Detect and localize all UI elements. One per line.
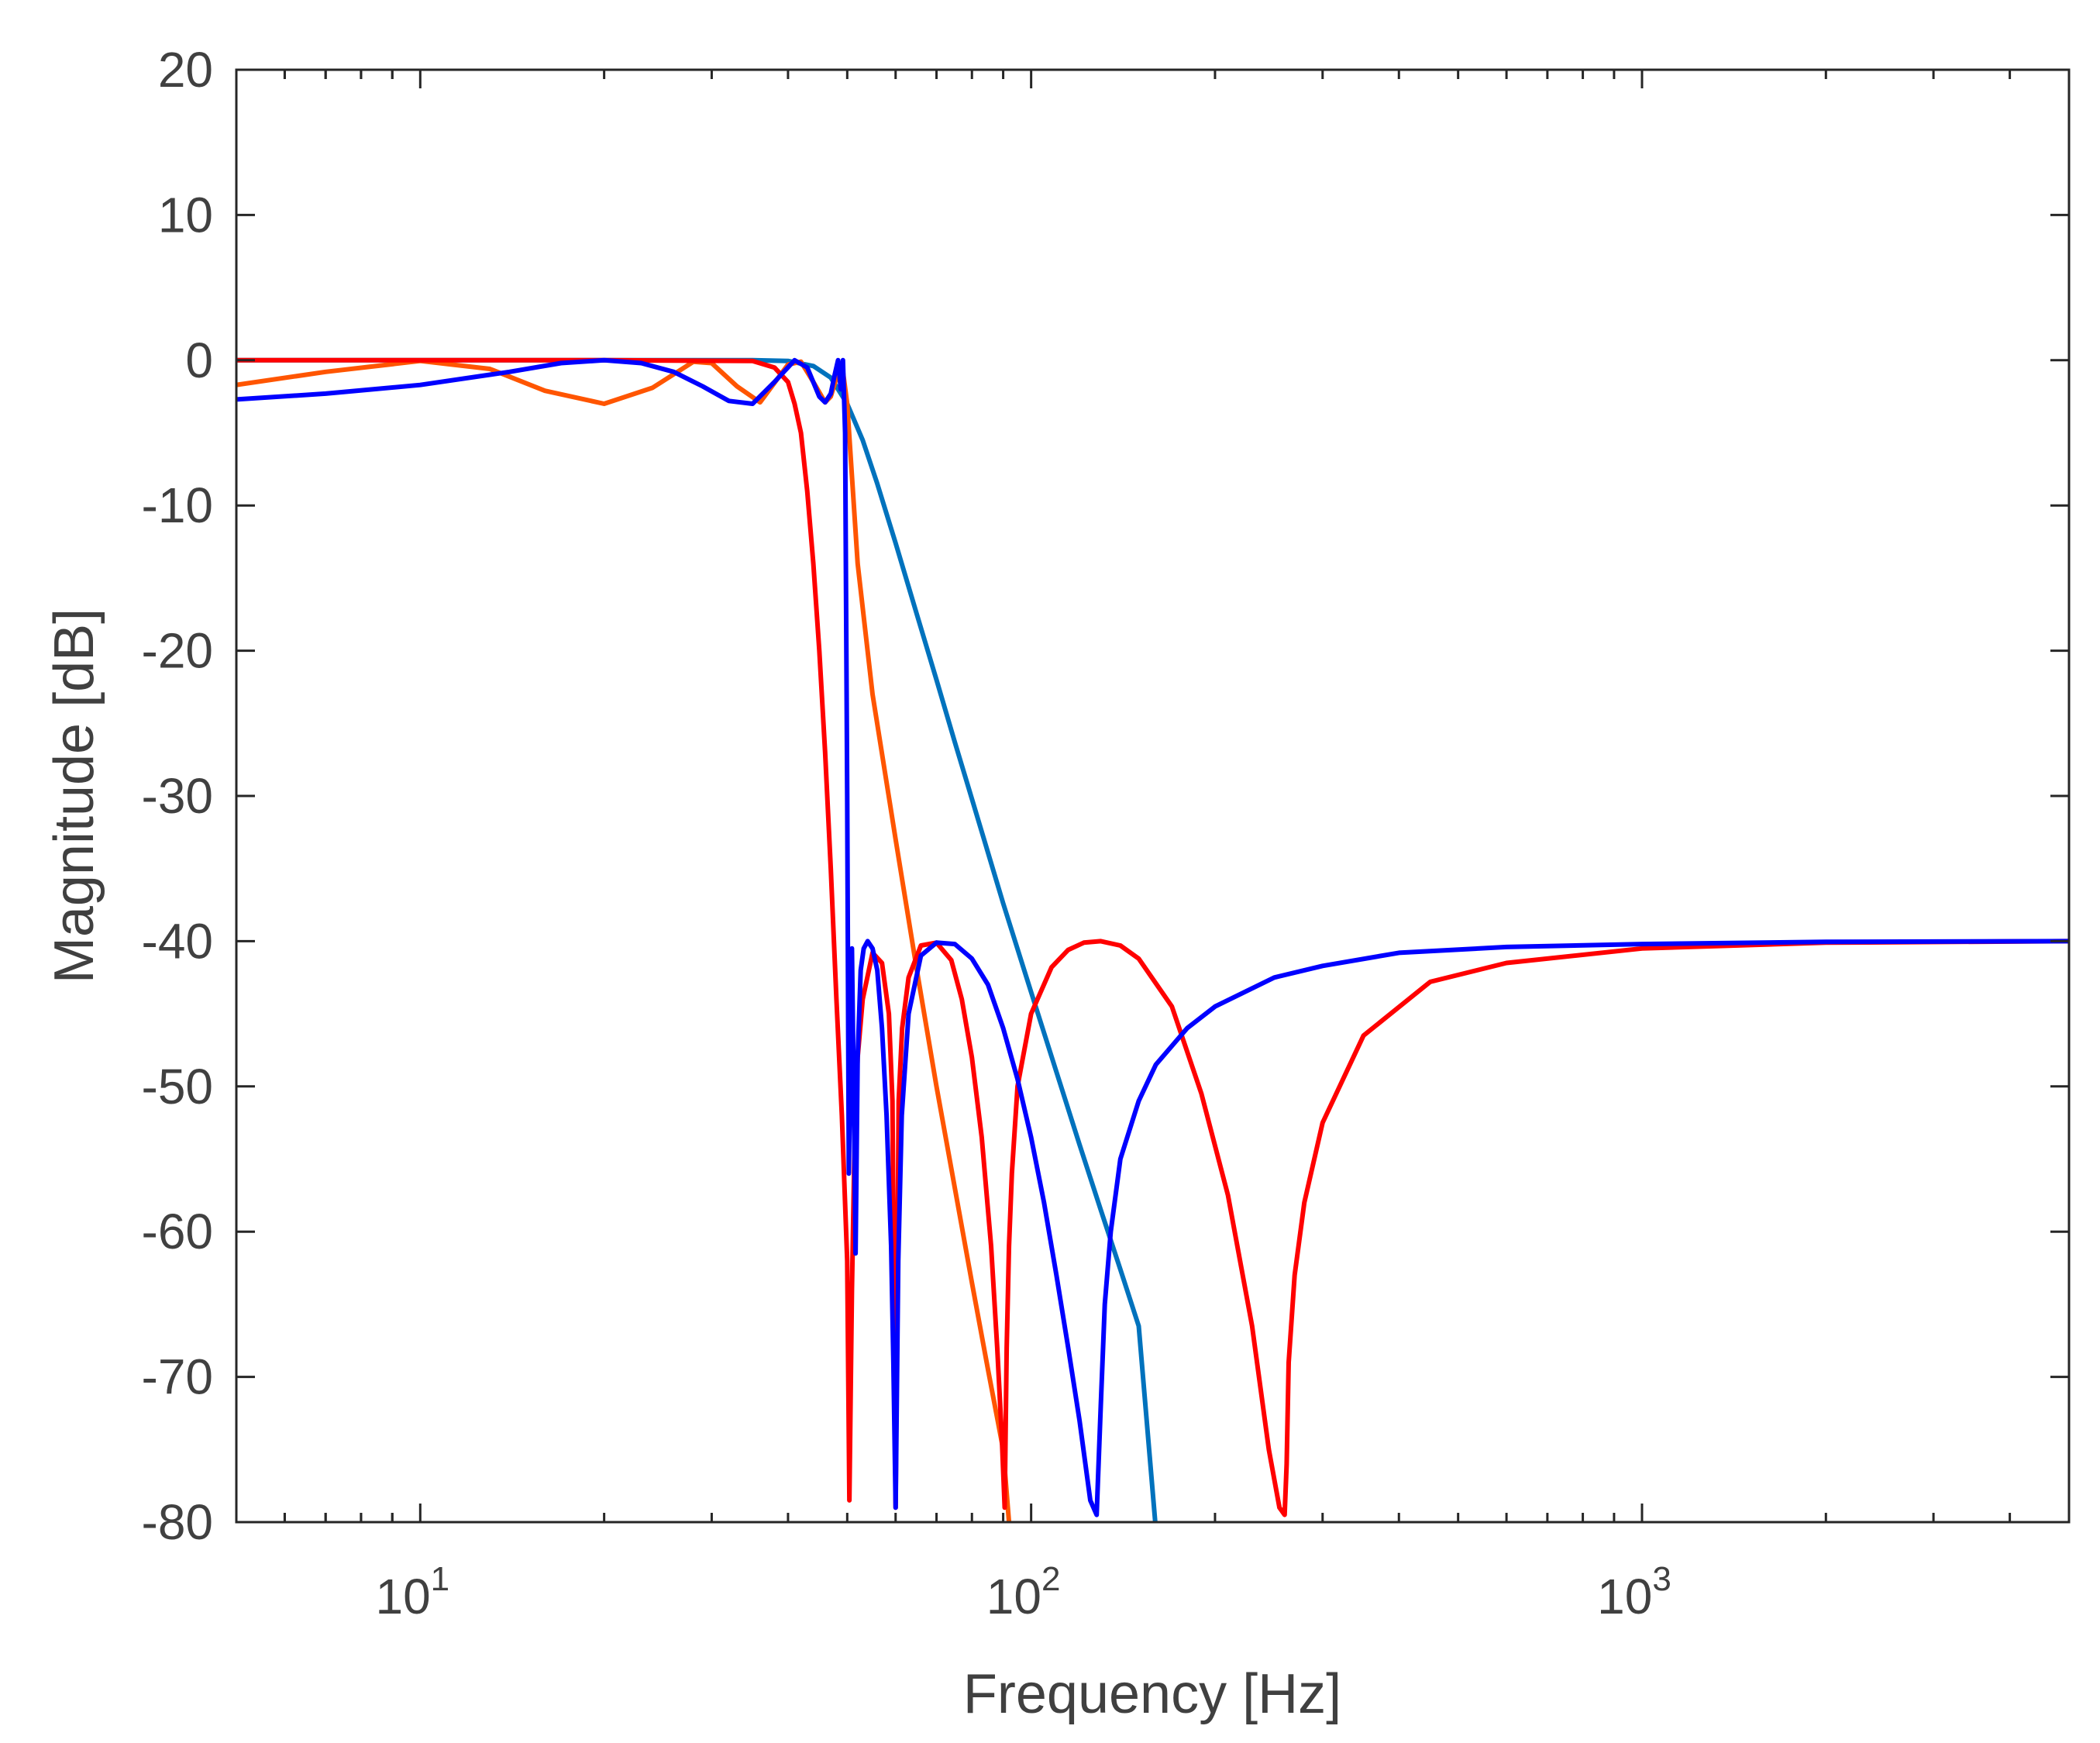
y-tick-label: -30: [142, 768, 214, 824]
y-tick-label: 0: [185, 332, 213, 388]
series-line-4: [236, 357, 2069, 1517]
y-axis-label: Magnitude [dB]: [43, 608, 105, 983]
series-layer: [236, 357, 2069, 1522]
y-tick-label: -20: [142, 623, 214, 679]
x-tick-label: 101: [375, 1560, 449, 1624]
y-tick-label: -40: [142, 913, 214, 969]
plot-area-background: [236, 70, 2069, 1522]
tick-layer: [235, 68, 2071, 1524]
y-tick-label: -60: [142, 1204, 214, 1259]
y-tick-label: -80: [142, 1494, 214, 1550]
y-tick-label: 10: [158, 187, 213, 243]
y-tick-label: -70: [142, 1349, 214, 1405]
y-tick-label: -10: [142, 477, 214, 533]
y-tick-label: 20: [158, 42, 213, 98]
x-tick-label: 103: [1597, 1560, 1671, 1624]
y-tick-label: -50: [142, 1059, 214, 1114]
x-tick-label: 102: [986, 1560, 1061, 1624]
x-axis-label: Frequency [Hz]: [963, 1663, 1341, 1725]
series-line-3: [236, 357, 2069, 1517]
tick-label-layer: 20 10 0 -10 -20 -30 -40 -50 -60 -70 -80 101 102 103: [142, 42, 1671, 1624]
